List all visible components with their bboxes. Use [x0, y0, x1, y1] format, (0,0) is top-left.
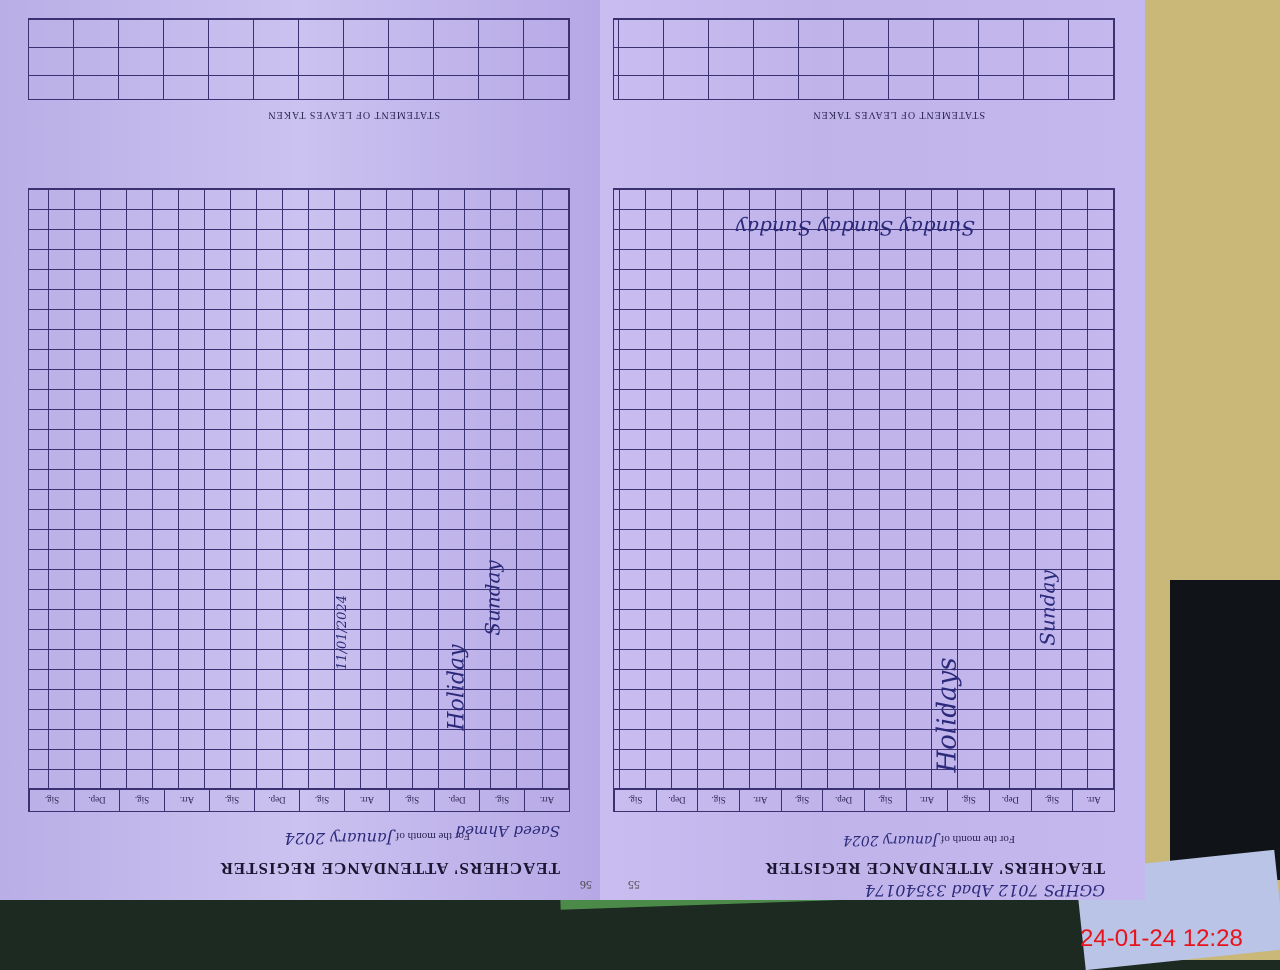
attendance-grid: [613, 188, 1115, 790]
leaves-grid: [613, 18, 1115, 100]
handwritten-note: Sunday Sunday Sunday: [735, 216, 975, 240]
month-label: For the month of January 2024: [842, 832, 1015, 848]
left-page: 56 TEACHERS' ATTENDANCE REGISTER For the…: [0, 0, 600, 900]
leaves-heading: STATEMENT OF LEAVES TAKEN: [812, 109, 985, 120]
handwritten-note: Holidays: [932, 657, 963, 773]
page-number: 56: [580, 878, 592, 892]
handwritten-note: 11/01/2024: [335, 595, 351, 670]
column-header: Arr. Sig. Dep. Sig. Arr. Sig. Dep. Sig. Arr. Sig.…: [28, 788, 570, 812]
month-label: For the month of January 2024: [284, 829, 470, 848]
page-title: TEACHERS' ATTENDANCE REGISTER: [219, 859, 560, 878]
attendance-grid: [28, 188, 570, 790]
photo-timestamp: 24-01-24 12:28: [1080, 925, 1243, 952]
leaves-grid: [28, 18, 570, 100]
handwritten-note: Holiday: [444, 644, 470, 731]
leaves-heading: STATEMENT OF LEAVES TAKEN: [267, 109, 440, 120]
page-title: TEACHERS' ATTENDANCE REGISTER: [764, 859, 1105, 878]
school-note: GGHPS 7012 Abad 33540174: [864, 881, 1105, 900]
page-number: 55: [628, 878, 640, 892]
right-page: 55 TEACHERS' ATTENDANCE REGISTER GGHPS 7…: [600, 0, 1145, 900]
teacher-name: Saeed Ahmed: [455, 822, 560, 840]
handwritten-note: Sunday: [1035, 570, 1060, 646]
column-header: Arr. Sig. Dep. Sig. Arr. Sig. Dep. Sig. Arr. Sig.…: [613, 788, 1115, 812]
handwritten-note: Sunday: [480, 560, 505, 636]
background-shadow: [1170, 580, 1280, 880]
